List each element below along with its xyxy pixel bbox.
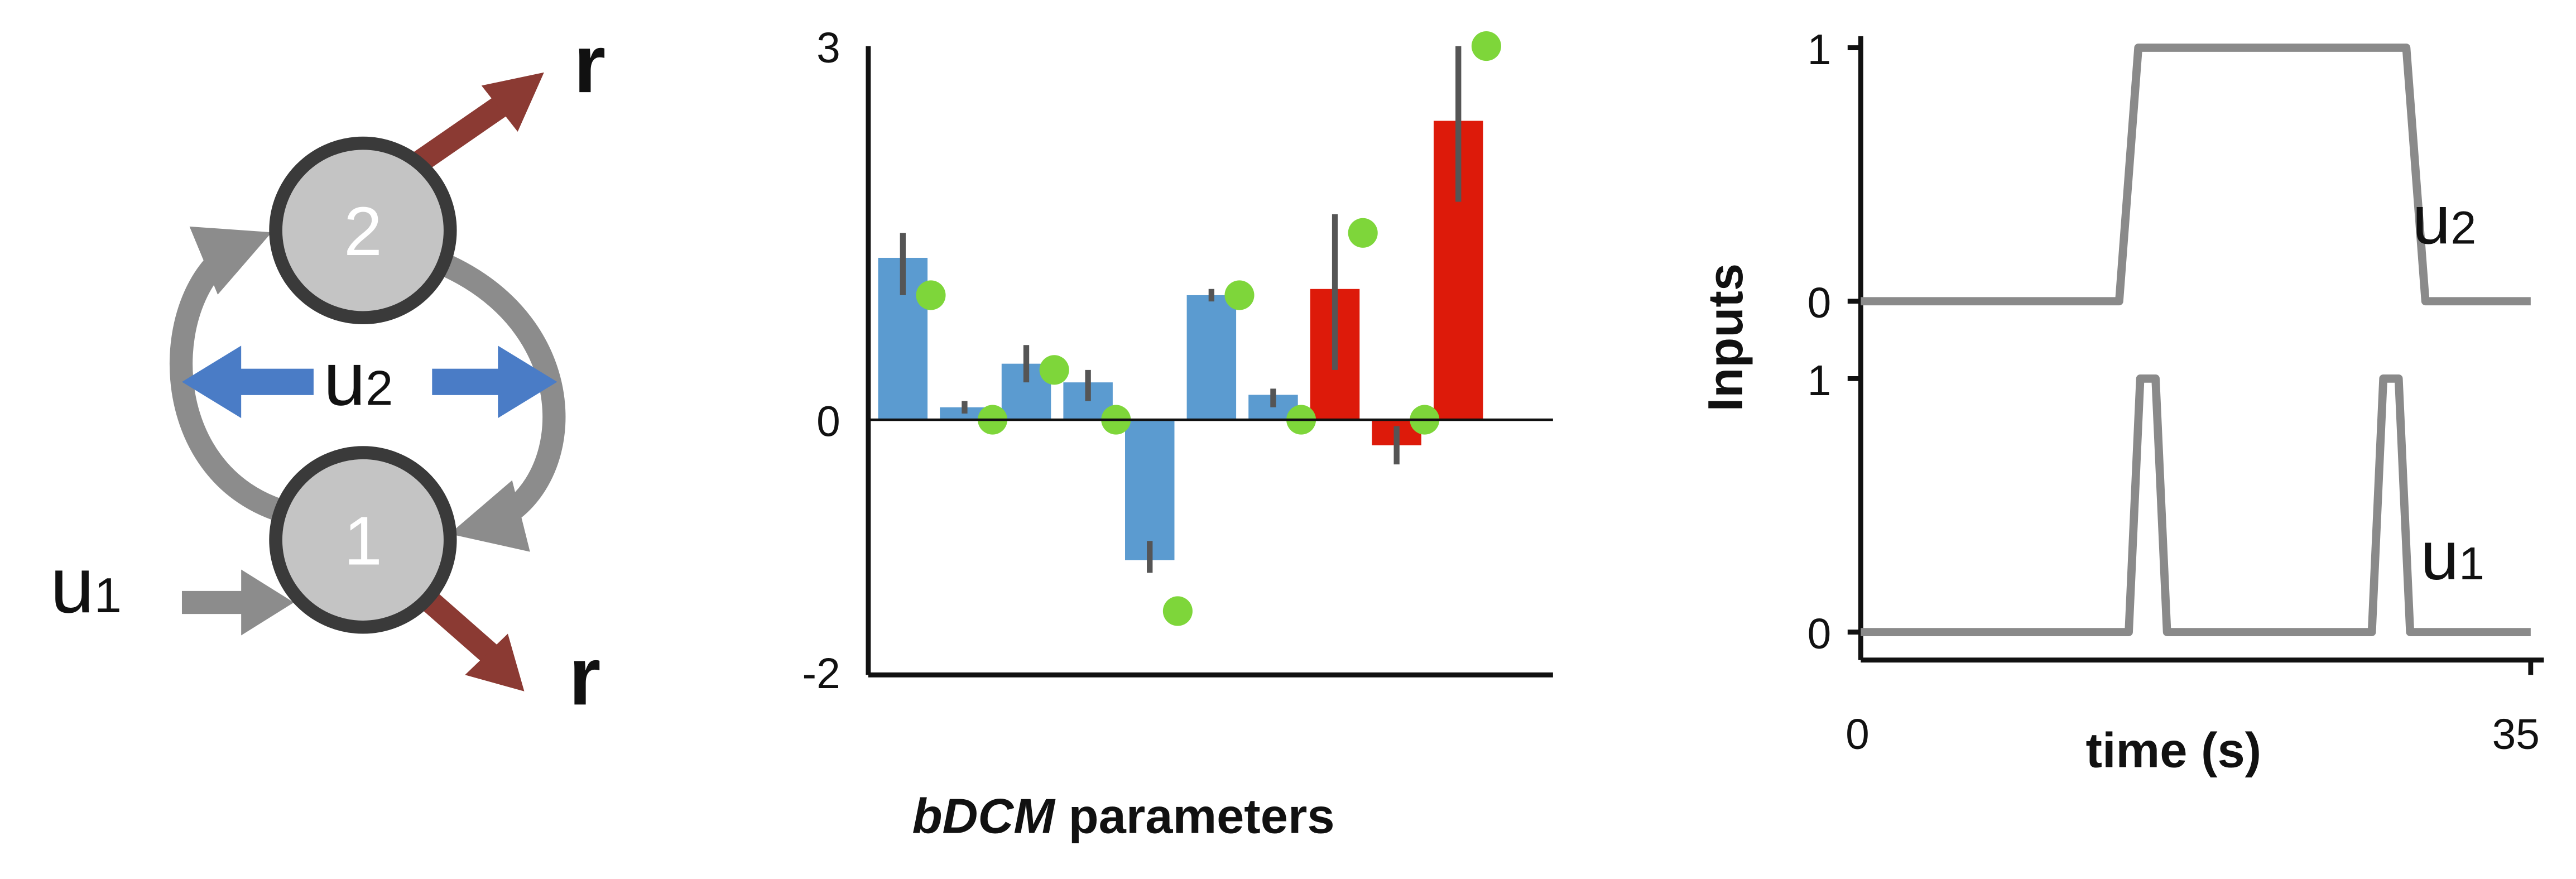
signal-u1-label: u1 [2420, 517, 2484, 594]
parameters-chart: 3 0 -2 bDCM parameters [802, 25, 1553, 843]
true-parameter-dot [1471, 31, 1501, 61]
node-2-label: 2 [344, 193, 382, 270]
network-diagram: 2 1 u2 u1 r r [50, 18, 605, 722]
coupling-arrow-2-to-1 [437, 252, 566, 552]
signal-u2-label: u2 [2412, 182, 2476, 259]
output-label-top: r [574, 18, 605, 110]
output-label-bottom: r [569, 630, 600, 722]
inputs-y-label: Inputs [1698, 263, 1753, 411]
true-parameter-dot [1348, 218, 1378, 248]
modulatory-input-label: u2 [324, 337, 393, 421]
y-tick-bottom-low: 0 [1808, 611, 1832, 658]
x-tick-min: 0 [1846, 711, 1869, 758]
true-parameter-dot [1162, 596, 1193, 626]
true-parameter-dot [916, 280, 946, 310]
node-2: 2 [269, 136, 457, 325]
y-tick-top-low: 0 [1808, 280, 1832, 327]
modulation-arrow-right [432, 345, 558, 419]
output-arrow-bottom [416, 587, 525, 691]
inputs-chart: 1 0 1 0 0 35 time (s) Inputs u2 u1 [1698, 26, 2544, 777]
parameter-bar [1186, 295, 1237, 420]
y-tick-top-high: 1 [1808, 26, 1832, 74]
y-tick-bottom-high: 1 [1808, 357, 1832, 405]
modulation-arrow-left [181, 345, 314, 419]
node-1-label: 1 [344, 503, 382, 580]
true-parameter-dot [1039, 355, 1069, 385]
coupling-arrow-1-to-2 [169, 227, 294, 525]
inputs-x-label: time (s) [2085, 722, 2261, 777]
y-tick-zero: 0 [816, 398, 840, 446]
y-tick-max: 3 [816, 25, 840, 72]
bars-layer [878, 31, 1501, 626]
input-arrow-u1 [181, 569, 294, 636]
driving-input-label: u1 [50, 541, 122, 630]
true-parameter-dot [1224, 280, 1255, 310]
signal-u2-line [1861, 44, 2531, 306]
output-arrow-top [414, 72, 544, 171]
signal-u1-line [1861, 374, 2531, 636]
y-tick-min: -2 [802, 650, 840, 698]
node-1: 1 [269, 446, 457, 634]
parameter-bar [1125, 420, 1175, 560]
parameters-x-label: bDCM parameters [912, 788, 1334, 843]
x-tick-max: 35 [2492, 711, 2540, 758]
